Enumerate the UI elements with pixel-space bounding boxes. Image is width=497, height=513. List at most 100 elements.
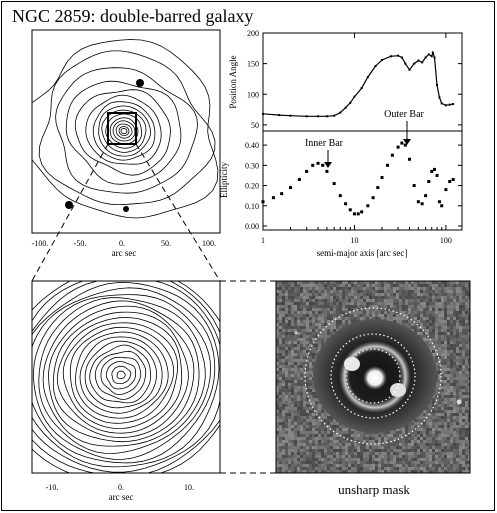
contour-line — [105, 361, 136, 390]
pa-point — [430, 55, 433, 58]
image-caption: unsharp mask — [338, 482, 410, 497]
contour-line — [105, 113, 142, 149]
bottom-tick-3: 10. — [184, 483, 194, 492]
ell-point — [297, 177, 301, 181]
pa-point — [360, 87, 363, 90]
pa-point — [380, 58, 383, 61]
pa-point — [317, 115, 320, 118]
ell-point — [386, 163, 390, 167]
pa-ylabel: Position Angle — [228, 55, 238, 108]
position-angle-plot: 50 100 150 200 Position Angle — [228, 29, 463, 132]
ell-ytick-label: 0.20 — [245, 182, 259, 191]
star-blob-1 — [136, 79, 144, 87]
contour-line — [32, 281, 220, 473]
ell-point — [444, 188, 448, 192]
contour-line — [94, 350, 147, 400]
pa-point — [278, 114, 281, 117]
ell-point — [412, 184, 416, 188]
star-blob-3 — [123, 206, 129, 212]
pa-point — [417, 59, 420, 62]
pa-point — [289, 114, 292, 117]
contour-line — [38, 50, 216, 206]
pa-point — [431, 51, 434, 54]
ell-point — [261, 200, 265, 204]
contour-line — [118, 126, 130, 136]
ell-point — [424, 194, 428, 198]
star-blob-2 — [65, 201, 73, 209]
bar-blob-right — [390, 383, 406, 397]
pa-point — [325, 115, 328, 118]
ell-point — [400, 141, 404, 145]
contour-line — [65, 80, 182, 185]
bottom-tick-1: -10. — [46, 483, 59, 492]
bar-blob-left — [344, 357, 360, 371]
bottom-xlabel: arc sec — [109, 492, 134, 502]
pa-point — [305, 115, 308, 118]
pa-point — [389, 55, 392, 58]
top-xlabel: arc sec — [112, 248, 137, 258]
top-contour-frame — [31, 29, 221, 234]
zoom-connectors — [31, 143, 276, 474]
ell-point — [376, 186, 380, 190]
ell-point — [440, 204, 444, 208]
bottom-contour-panel: -10. 0. 10. arc sec — [31, 280, 221, 502]
ellipticity-plot: 0.00 0.10 0.20 0.30 0.40 Ellipticity Inner B… — [219, 33, 463, 258]
ell-point — [316, 161, 320, 165]
ell-point — [332, 182, 336, 186]
contour-line — [32, 281, 220, 473]
pa-point — [413, 62, 416, 65]
contour-line — [75, 331, 169, 419]
contour-line — [115, 123, 133, 139]
ell-point — [338, 194, 342, 198]
pa-point — [262, 112, 264, 115]
ell-point — [305, 169, 309, 173]
pa-point — [448, 103, 451, 106]
ell-point — [311, 163, 315, 167]
contour-line — [120, 128, 128, 134]
pa-ytick-label: 200 — [247, 29, 259, 38]
ell-xtick-label: 100 — [440, 236, 452, 245]
pa-ytick-label: 100 — [247, 90, 259, 99]
pa-point — [436, 84, 439, 87]
ell-point — [390, 153, 394, 157]
ell-ytick-label: 0.40 — [245, 141, 259, 150]
pa-point — [344, 106, 347, 109]
ell-ytick-label: 0.10 — [245, 202, 259, 211]
ell-point — [396, 145, 400, 149]
pa-ytick-label: 50 — [251, 121, 259, 130]
outer-bar-annotation: Outer Bar — [384, 109, 425, 145]
contour-line — [32, 39, 219, 219]
pa-point — [339, 111, 342, 114]
ell-point — [271, 196, 275, 200]
ell-ytick-label: 0.00 — [245, 222, 259, 231]
inner-bar-label: Inner Bar — [305, 138, 344, 149]
contour-line — [79, 336, 163, 414]
top-tick-1: -100. — [32, 239, 49, 248]
pa-point — [404, 62, 407, 65]
pa-point — [421, 61, 424, 64]
contour-line — [101, 109, 147, 153]
contour-line — [32, 287, 216, 464]
top-tick-5: 100. — [202, 239, 216, 248]
field-star — [456, 399, 462, 405]
contour-line — [89, 344, 152, 404]
pa-point — [366, 76, 369, 79]
contour-line — [69, 326, 175, 424]
pa-point — [444, 104, 447, 107]
ell-point — [435, 173, 439, 177]
ell-point — [430, 169, 434, 173]
pa-point — [427, 53, 430, 56]
pa-point — [353, 95, 356, 98]
contour-line — [56, 317, 183, 434]
pa-point — [408, 68, 411, 71]
ell-point — [408, 157, 412, 161]
pa-point — [349, 101, 352, 104]
contour-line — [38, 297, 206, 454]
contour-line — [62, 322, 179, 430]
contour-line — [116, 370, 126, 380]
ell-point — [348, 208, 352, 212]
ell-ytick-label: 0.30 — [245, 161, 259, 170]
ell-point — [403, 143, 407, 147]
outer-bar-label: Outer Bar — [384, 109, 424, 120]
